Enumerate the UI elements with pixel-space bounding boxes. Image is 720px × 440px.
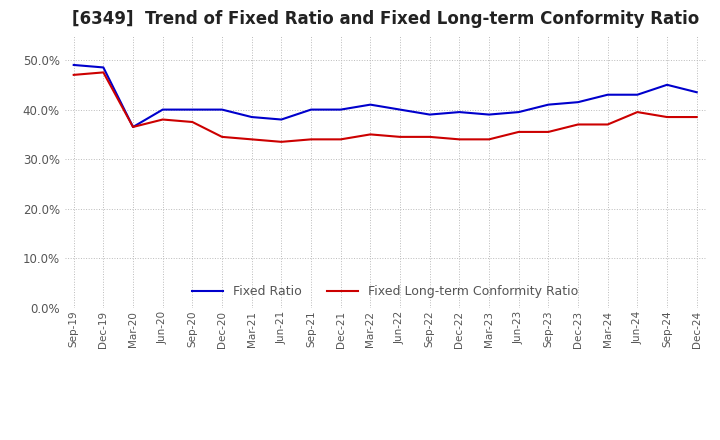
Fixed Ratio [129,125,138,130]
Fixed Long-term Conformity Ratio [217,134,226,139]
Fixed Ratio [366,102,374,107]
Fixed Long-term Conformity Ratio [366,132,374,137]
Fixed Ratio [426,112,434,117]
Title: [6349]  Trend of Fixed Ratio and Fixed Long-term Conformity Ratio: [6349] Trend of Fixed Ratio and Fixed Lo… [71,10,699,28]
Fixed Ratio [336,107,345,112]
Fixed Ratio [248,114,256,120]
Line: Fixed Long-term Conformity Ratio: Fixed Long-term Conformity Ratio [73,73,697,142]
Fixed Ratio [307,107,315,112]
Fixed Ratio [544,102,553,107]
Fixed Long-term Conformity Ratio [544,129,553,135]
Legend: Fixed Ratio, Fixed Long-term Conformity Ratio: Fixed Ratio, Fixed Long-term Conformity … [187,280,583,303]
Fixed Long-term Conformity Ratio [307,137,315,142]
Fixed Ratio [396,107,405,112]
Fixed Ratio [277,117,286,122]
Fixed Long-term Conformity Ratio [633,110,642,115]
Fixed Ratio [69,62,78,68]
Fixed Ratio [455,110,464,115]
Fixed Long-term Conformity Ratio [455,137,464,142]
Fixed Long-term Conformity Ratio [158,117,167,122]
Fixed Long-term Conformity Ratio [603,122,612,127]
Fixed Long-term Conformity Ratio [129,125,138,130]
Fixed Long-term Conformity Ratio [514,129,523,135]
Fixed Ratio [158,107,167,112]
Fixed Ratio [485,112,493,117]
Fixed Ratio [603,92,612,97]
Fixed Long-term Conformity Ratio [248,137,256,142]
Fixed Ratio [662,82,671,88]
Fixed Long-term Conformity Ratio [277,139,286,144]
Fixed Ratio [693,90,701,95]
Line: Fixed Ratio: Fixed Ratio [73,65,697,127]
Fixed Ratio [574,99,582,105]
Fixed Long-term Conformity Ratio [396,134,405,139]
Fixed Long-term Conformity Ratio [574,122,582,127]
Fixed Long-term Conformity Ratio [69,72,78,77]
Fixed Long-term Conformity Ratio [336,137,345,142]
Fixed Ratio [217,107,226,112]
Fixed Long-term Conformity Ratio [426,134,434,139]
Fixed Ratio [633,92,642,97]
Fixed Ratio [514,110,523,115]
Fixed Long-term Conformity Ratio [188,119,197,125]
Fixed Ratio [99,65,108,70]
Fixed Long-term Conformity Ratio [693,114,701,120]
Fixed Long-term Conformity Ratio [485,137,493,142]
Fixed Ratio [188,107,197,112]
Fixed Long-term Conformity Ratio [99,70,108,75]
Fixed Long-term Conformity Ratio [662,114,671,120]
